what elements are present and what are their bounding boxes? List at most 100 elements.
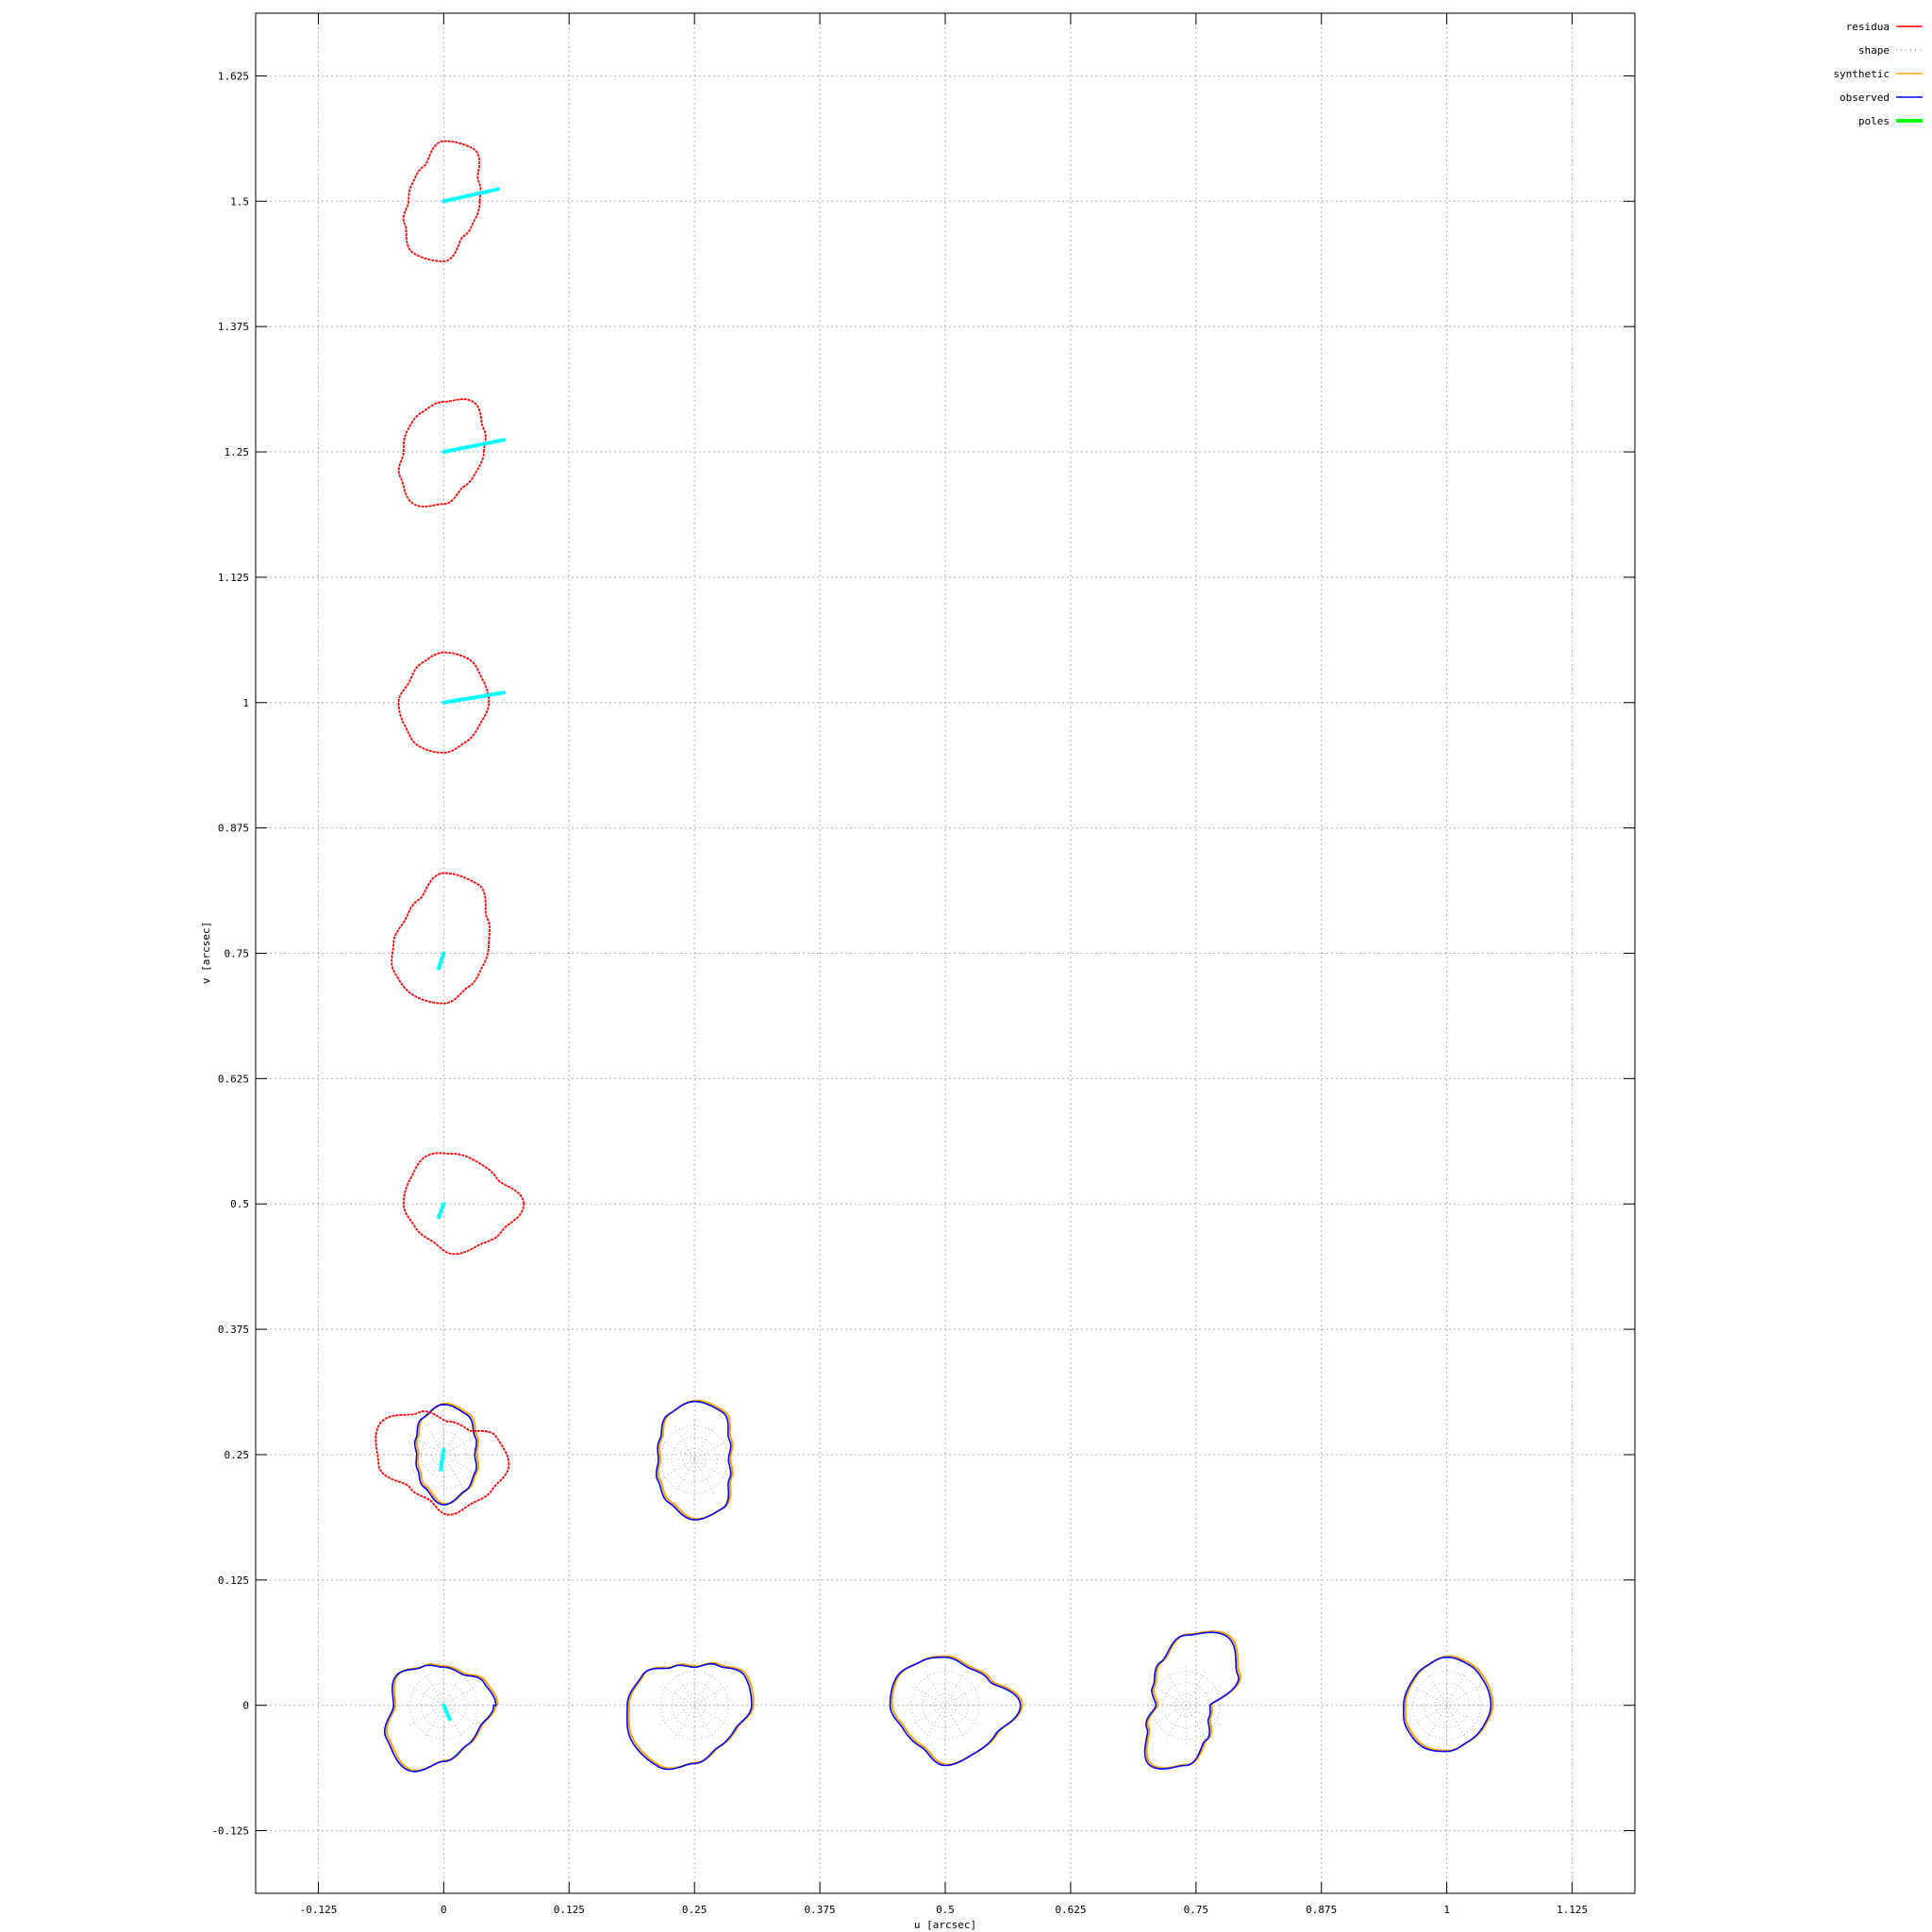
pole-segment (437, 951, 446, 971)
y-tick-label: 1.5 (230, 195, 249, 208)
shape-contour (682, 1693, 707, 1718)
x-tick-label: 0.75 (1184, 1904, 1209, 1916)
observed-outline (1403, 1656, 1492, 1753)
shape-mesh-line (674, 1459, 695, 1495)
shape-mesh-line (674, 1670, 695, 1706)
residua-outline (402, 1152, 525, 1256)
tick-layer: -0.125 0 0.125 0.25 0.375 0.5 0.625 0.75 0.875 1 1… (211, 13, 1635, 1916)
y-tick-label: 0 (242, 1700, 249, 1712)
shape-contour (659, 1671, 729, 1740)
shape-mesh-line (1425, 1670, 1448, 1706)
observed-outline (383, 1664, 497, 1773)
shape-layer (384, 1400, 1491, 1773)
y-tick-label: 0.375 (218, 1324, 249, 1336)
shape-mesh-line (674, 1705, 695, 1740)
pole-segment (441, 187, 500, 204)
legend-label-observed: observed (1840, 92, 1890, 104)
shape-mesh-line (1165, 1670, 1187, 1706)
shape-outline (626, 1663, 753, 1771)
shape-outline (1143, 1631, 1240, 1770)
y-tick-label: 0.75 (225, 948, 250, 960)
x-tick-label: 0.125 (554, 1904, 585, 1916)
legend-label-poles: poles (1858, 115, 1890, 127)
curve-layer (375, 140, 1494, 1773)
x-tick-label: 1 (1443, 1904, 1450, 1916)
y-tick-label: 1 (242, 697, 249, 709)
x-tick-label: 0.25 (682, 1904, 708, 1916)
y-tick-label: 1.125 (218, 572, 249, 584)
x-tick-label: 0.625 (1055, 1904, 1086, 1916)
pole-segment (441, 1703, 452, 1722)
shape-mesh-line (423, 1670, 444, 1706)
shape-contour (682, 1447, 707, 1472)
x-tick-label: 0.375 (805, 1904, 836, 1916)
x-tick-label: 0 (441, 1904, 447, 1916)
x-tick-label: 1.125 (1557, 1904, 1588, 1916)
shape-contour (420, 1431, 467, 1478)
synthetic-outline (891, 1655, 1024, 1766)
shape-mesh-line (1185, 1705, 1207, 1740)
shape-mesh-line (693, 1685, 730, 1707)
x-tick-label: 0.5 (936, 1904, 955, 1916)
shape-mesh-line (423, 1705, 444, 1740)
synthetic-outline (1404, 1655, 1494, 1752)
shape-contour (1162, 1682, 1209, 1729)
shape-mesh-line (408, 1685, 444, 1707)
y-tick-label: -0.125 (211, 1825, 249, 1838)
shape-mesh-line (924, 1670, 946, 1706)
residua-outline (397, 398, 487, 508)
y-tick-label: 1.625 (218, 70, 249, 82)
y-tick-label: 0.875 (218, 823, 249, 835)
shape-mesh-line (443, 1685, 479, 1707)
shape-mesh-line (909, 1685, 946, 1707)
shape-contour (431, 1442, 456, 1467)
legend-label-residua: residua (1846, 21, 1890, 33)
y-tick-label: 0.625 (218, 1073, 249, 1085)
y-tick-label: 1.25 (225, 446, 250, 458)
y-axis-label: v [arcsec] (200, 922, 212, 984)
x-tick-label: 0.875 (1306, 1904, 1337, 1916)
observed-outline (625, 1662, 753, 1771)
pole-layer (437, 187, 507, 1722)
shape-contour (431, 1693, 456, 1718)
shape-mesh-line (659, 1439, 695, 1460)
shape-mesh-line (443, 1434, 479, 1456)
shape-contour (1174, 1693, 1198, 1718)
y-tick-label: 0.125 (218, 1574, 249, 1587)
shape-mesh-line (944, 1685, 981, 1707)
x-tick-label: -0.125 (300, 1904, 338, 1916)
pole-segment (441, 438, 507, 455)
y-tick-label: 1.375 (218, 321, 249, 333)
pole-segment (437, 1202, 446, 1220)
shape-mesh-line (693, 1705, 715, 1740)
synthetic-outline (627, 1661, 755, 1770)
grid-layer (256, 13, 1635, 1893)
shape-contour (1412, 1671, 1482, 1740)
legend-label-synthetic: synthetic (1833, 68, 1890, 80)
shape-contour (671, 1436, 718, 1483)
legend-label-shape: shape (1858, 44, 1890, 57)
shape-contour (420, 1682, 467, 1729)
shape-contour (1424, 1682, 1471, 1729)
shape-mesh-line (1446, 1705, 1468, 1740)
synthetic-outline (1145, 1630, 1242, 1770)
observed-outline (655, 1400, 732, 1521)
observed-outline (1143, 1631, 1241, 1770)
shape-mesh-line (1446, 1685, 1482, 1707)
shape-contour (671, 1682, 718, 1729)
legend: residua shape synthetic observed poles (1833, 21, 1923, 127)
shape-contour (1435, 1693, 1459, 1718)
residua-outline (391, 872, 491, 1005)
shape-mesh-line (1411, 1685, 1447, 1707)
shape-mesh-line (693, 1439, 730, 1460)
shape-mesh-line (659, 1685, 695, 1707)
shape-mesh-line (693, 1459, 715, 1495)
y-tick-label: 0.5 (230, 1198, 249, 1210)
residua-outline (397, 651, 491, 754)
observed-outline (889, 1656, 1022, 1767)
shape-mesh-line (442, 1454, 465, 1491)
shape-contour (1151, 1671, 1221, 1740)
shape-mesh-line (423, 1419, 444, 1456)
shape-contour (910, 1671, 980, 1740)
